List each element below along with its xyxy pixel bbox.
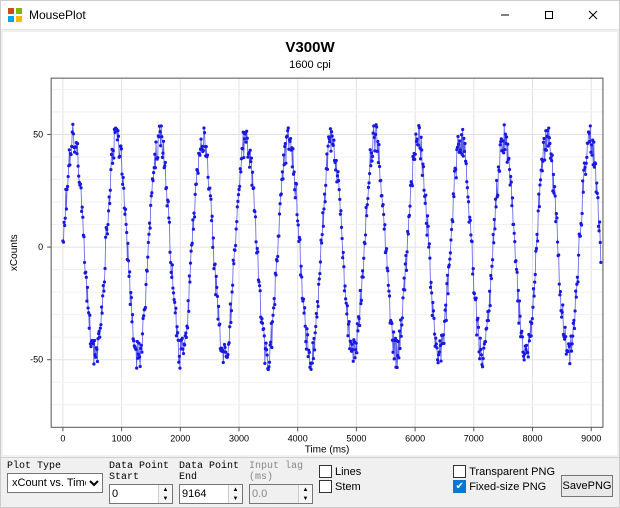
svg-text:0: 0	[60, 433, 65, 443]
svg-text:0: 0	[38, 242, 43, 252]
svg-text:3000: 3000	[229, 433, 249, 443]
checkbox-icon	[319, 465, 332, 478]
save-png-button[interactable]: SavePNG	[561, 475, 613, 497]
data-start-spinner[interactable]: ▲▼	[109, 484, 173, 504]
svg-text:9000: 9000	[581, 433, 601, 443]
plot-type-label: Plot Type	[7, 461, 103, 472]
stem-checkbox[interactable]: Stem	[319, 480, 361, 493]
svg-text:6000: 6000	[405, 433, 425, 443]
svg-text:7000: 7000	[464, 433, 484, 443]
chart-canvas: 0 1000 2000 3000 4000 5000 6000 7000 8000 9000 -50…	[3, 32, 617, 455]
data-end-label: Data Point End	[179, 461, 243, 483]
spinner-down-icon: ▼	[299, 494, 312, 503]
data-start-input[interactable]	[110, 485, 158, 503]
svg-text:xCounts: xCounts	[9, 234, 20, 271]
close-button[interactable]	[571, 1, 615, 29]
plot-type-select[interactable]: xCount vs. Time	[7, 473, 103, 493]
spinner-up-icon: ▲	[299, 485, 312, 494]
app-icon	[7, 7, 23, 23]
png-options-group: Transparent PNG Fixed-size PNG	[453, 461, 555, 493]
lines-label: Lines	[335, 466, 361, 478]
window-title: MousePlot	[29, 8, 483, 22]
checkbox-icon	[453, 465, 466, 478]
input-lag-input	[250, 485, 298, 503]
spinner-up-icon[interactable]: ▲	[229, 485, 242, 494]
input-lag-group: Input lag (ms) ▲▼	[249, 461, 313, 504]
svg-text:1600 cpi: 1600 cpi	[289, 59, 331, 71]
checkbox-icon	[453, 480, 466, 493]
lines-stem-group: Lines Stem	[319, 461, 361, 493]
svg-text:50: 50	[33, 129, 43, 139]
svg-text:2000: 2000	[170, 433, 190, 443]
spinner-down-icon[interactable]: ▼	[159, 494, 172, 503]
stem-label: Stem	[335, 481, 361, 493]
fixed-size-png-checkbox[interactable]: Fixed-size PNG	[453, 480, 555, 493]
spinner-up-icon[interactable]: ▲	[159, 485, 172, 494]
plot-area: 0 1000 2000 3000 4000 5000 6000 7000 8000 9000 -50…	[3, 32, 617, 455]
maximize-button[interactable]	[527, 1, 571, 29]
fixed-size-png-label: Fixed-size PNG	[469, 481, 546, 493]
spinner-down-icon[interactable]: ▼	[229, 494, 242, 503]
controls-panel: Plot Type xCount vs. Time Data Point Sta…	[1, 457, 619, 507]
svg-text:5000: 5000	[346, 433, 366, 443]
app-window: MousePlot 0 1000 2000 3000 4000 5000 6000 7000 8…	[0, 0, 620, 508]
minimize-button[interactable]	[483, 1, 527, 29]
transparent-png-label: Transparent PNG	[469, 466, 555, 478]
checkbox-icon	[319, 480, 332, 493]
svg-text:V300W: V300W	[285, 39, 335, 56]
transparent-png-checkbox[interactable]: Transparent PNG	[453, 465, 555, 478]
data-start-label: Data Point Start	[109, 461, 173, 483]
lines-checkbox[interactable]: Lines	[319, 465, 361, 478]
input-lag-label: Input lag (ms)	[249, 461, 313, 483]
svg-text:1000: 1000	[112, 433, 132, 443]
plot-type-group: Plot Type xCount vs. Time	[7, 461, 103, 493]
data-end-input[interactable]	[180, 485, 228, 503]
svg-text:4000: 4000	[288, 433, 308, 443]
data-end-group: Data Point End ▲▼	[179, 461, 243, 504]
data-start-group: Data Point Start ▲▼	[109, 461, 173, 504]
titlebar: MousePlot	[1, 1, 619, 30]
svg-text:-50: -50	[30, 355, 43, 365]
svg-text:Time (ms): Time (ms)	[305, 444, 350, 455]
svg-text:8000: 8000	[522, 433, 542, 443]
data-end-spinner[interactable]: ▲▼	[179, 484, 243, 504]
window-buttons	[483, 1, 615, 29]
input-lag-spinner: ▲▼	[249, 484, 313, 504]
